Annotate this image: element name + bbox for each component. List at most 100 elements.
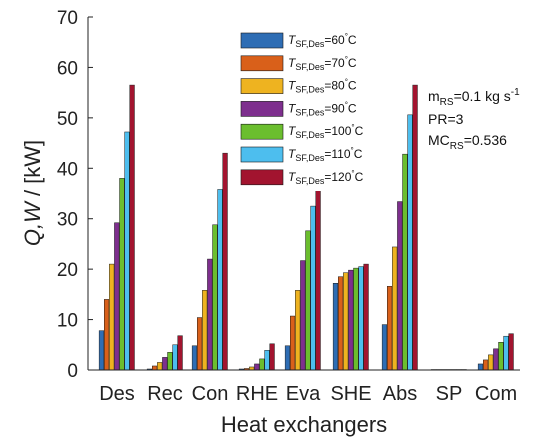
legend-symbol: T bbox=[288, 56, 297, 70]
legend-swatch bbox=[240, 32, 284, 49]
legend-subscript: SF,Des bbox=[295, 153, 325, 163]
y-tick-label: 10 bbox=[57, 311, 78, 332]
legend-swatch bbox=[240, 146, 284, 163]
bar-con-series-5 bbox=[212, 224, 218, 371]
annotation-mass-concentration: MCRS=0.536 bbox=[428, 132, 507, 152]
bar-she-series-3 bbox=[343, 272, 349, 371]
x-category-label: Des bbox=[99, 383, 135, 405]
annotation-mass-flow-sub: RS bbox=[440, 97, 454, 108]
legend-unit: C bbox=[348, 56, 357, 70]
y-tick-label: 0 bbox=[67, 361, 78, 382]
legend-value: =90 bbox=[324, 101, 345, 115]
bar-abs-series-7 bbox=[412, 84, 418, 371]
bar-abs-series-6 bbox=[407, 114, 413, 371]
legend-value: =110 bbox=[324, 147, 350, 161]
bar-des-series-6 bbox=[124, 131, 130, 371]
y-axis-title-main: Q,W bbox=[20, 200, 45, 246]
y-ticks: 0 10 20 30 40 50 60 70 bbox=[57, 8, 93, 382]
bar-con-series-1 bbox=[191, 345, 198, 371]
bar-con-series-7 bbox=[222, 152, 228, 371]
bar-she-series-5 bbox=[353, 267, 359, 371]
y-tick-label: 20 bbox=[57, 260, 78, 281]
legend-symbol: T bbox=[288, 33, 297, 47]
y-axis-title-unit: / [kW] bbox=[20, 140, 45, 202]
y-axis-title: Q,W / [kW] bbox=[20, 140, 45, 246]
legend-entry-label: TSF,Des=100°C bbox=[288, 123, 364, 140]
bar-com-series-1 bbox=[477, 363, 484, 371]
bar-she-series-6 bbox=[358, 266, 364, 371]
bar-des-series-2 bbox=[104, 299, 110, 371]
bar-eva-series-5 bbox=[305, 230, 311, 371]
legend-entry-label: TSF,Des=90°C bbox=[288, 100, 357, 117]
bar-eva-series-2 bbox=[290, 315, 296, 371]
legend-degree: ° bbox=[345, 55, 348, 64]
annotation-mass-flow-main: m bbox=[428, 88, 440, 104]
legend-value: =80 bbox=[324, 79, 345, 93]
x-category-label: Com bbox=[475, 383, 517, 405]
bar-com-series-4 bbox=[493, 348, 499, 371]
bar-eva-series-3 bbox=[295, 290, 301, 371]
legend-unit: C bbox=[355, 124, 364, 138]
legend-value: =100 bbox=[324, 124, 351, 138]
legend-value: =60 bbox=[324, 33, 345, 47]
legend-degree: ° bbox=[351, 123, 354, 132]
legend-subscript: SF,Des bbox=[295, 85, 325, 95]
annotation-mass-flow-exp: -1 bbox=[511, 87, 520, 98]
bar-des-series-4 bbox=[114, 222, 120, 371]
legend-degree: ° bbox=[345, 100, 348, 109]
x-category-label: SP bbox=[436, 383, 463, 405]
bar-com-series-3 bbox=[488, 354, 494, 371]
legend-swatch bbox=[240, 123, 284, 140]
bar-she-series-2 bbox=[338, 276, 344, 371]
legend-entry-label: TSF,Des=60°C bbox=[288, 32, 357, 49]
bars-layer bbox=[98, 84, 514, 371]
legend-unit: C bbox=[354, 147, 363, 161]
bar-she-series-7 bbox=[363, 263, 369, 371]
legend-subscript: SF,Des bbox=[295, 176, 325, 186]
bar-rec-series-3 bbox=[157, 362, 163, 371]
y-tick-label: 70 bbox=[57, 8, 78, 29]
annotation-mc-main: MC bbox=[428, 132, 450, 148]
legend-degree: ° bbox=[345, 32, 348, 41]
legend-unit: C bbox=[355, 170, 364, 184]
bar-com-series-6 bbox=[503, 335, 509, 371]
annotation-mass-flow: mRS=0.1 kg s-1 bbox=[428, 87, 520, 108]
bar-eva-series-6 bbox=[310, 205, 316, 371]
bar-com-series-7 bbox=[508, 333, 514, 371]
bar-she-series-4 bbox=[348, 269, 354, 371]
legend-unit: C bbox=[348, 33, 357, 47]
legend: TSF,Des=60°CTSF,Des=70°CTSF,Des=80°CTSF,… bbox=[234, 26, 374, 191]
bar-con-series-4 bbox=[207, 258, 213, 371]
bar-rec-series-6 bbox=[172, 344, 178, 371]
bar-eva-series-7 bbox=[315, 188, 321, 371]
bar-rhe-series-5 bbox=[259, 358, 265, 371]
legend-entry-label: TSF,Des=110°C bbox=[288, 146, 363, 163]
annotation-mass-flow-value: =0.1 kg s bbox=[454, 88, 511, 104]
bar-abs-series-3 bbox=[392, 246, 398, 371]
legend-swatch bbox=[240, 55, 284, 72]
legend-symbol: T bbox=[288, 170, 297, 184]
legend-unit: C bbox=[348, 101, 357, 115]
bar-con-series-6 bbox=[217, 189, 223, 371]
x-category-label: Eva bbox=[286, 383, 321, 405]
x-category-label: Abs bbox=[383, 383, 417, 405]
bar-she-series-1 bbox=[332, 283, 339, 371]
legend-entry-label: TSF,Des=70°C bbox=[288, 55, 357, 72]
bar-con-series-3 bbox=[202, 290, 208, 371]
legend-symbol: T bbox=[288, 79, 297, 93]
bar-eva-series-1 bbox=[284, 345, 291, 371]
bar-rec-series-5 bbox=[167, 352, 173, 371]
parameter-annotation: mRS=0.1 kg s-1 PR=3 MCRS=0.536 bbox=[428, 87, 520, 152]
legend-swatch bbox=[240, 78, 284, 94]
bar-rhe-series-4 bbox=[254, 363, 260, 371]
bar-rhe-series-7 bbox=[269, 343, 275, 371]
y-tick-label: 40 bbox=[57, 159, 78, 180]
legend-symbol: T bbox=[288, 101, 297, 115]
legend-swatch bbox=[240, 169, 284, 186]
x-category-label: SHE bbox=[330, 383, 371, 405]
bar-des-series-1 bbox=[98, 330, 105, 371]
x-category-label: Rec bbox=[147, 383, 183, 405]
annotation-mc-value: =0.536 bbox=[464, 132, 507, 148]
bar-abs-series-1 bbox=[381, 324, 388, 371]
